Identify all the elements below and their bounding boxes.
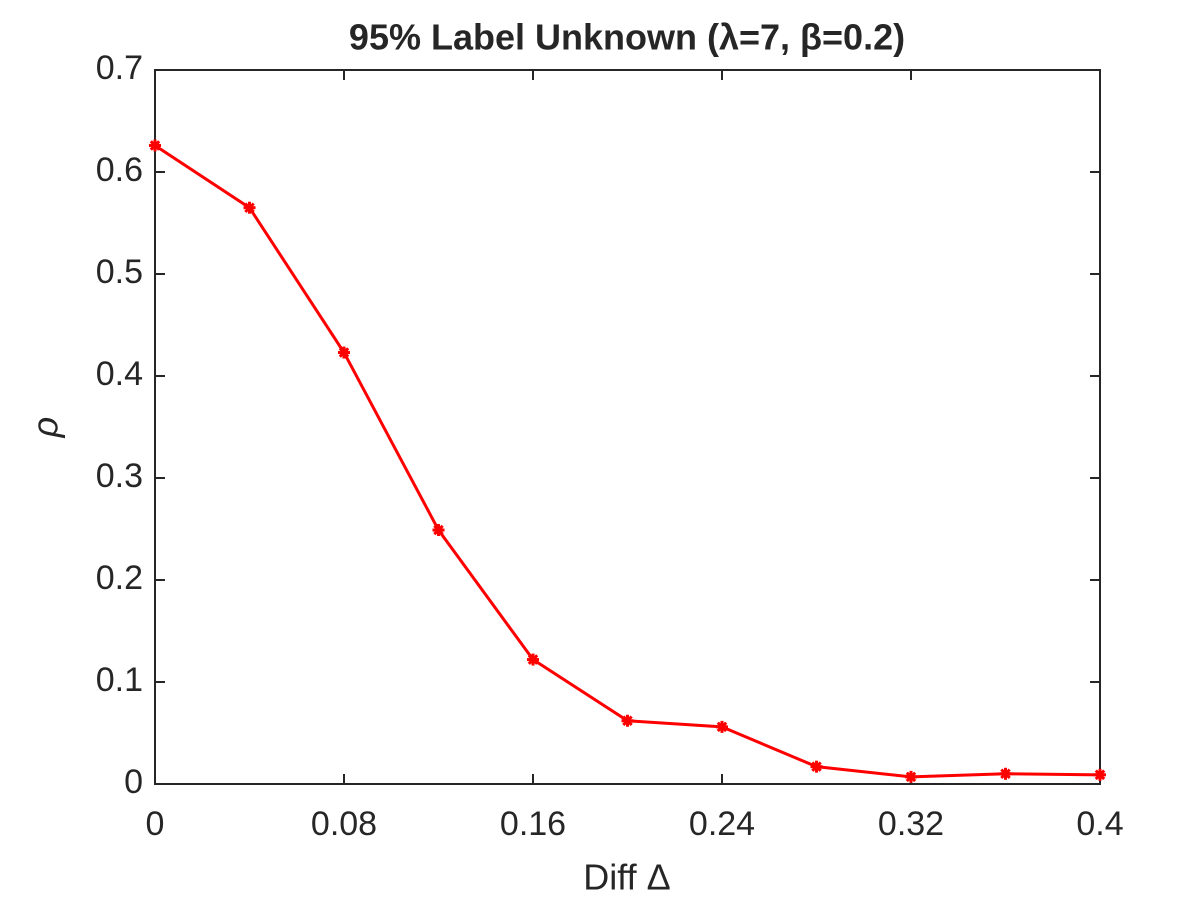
data-point	[527, 653, 539, 666]
y-axis-label: ρ	[25, 417, 66, 439]
data-point	[810, 760, 823, 773]
marker-stroke	[716, 721, 728, 733]
y-tick-label: 0.1	[96, 661, 143, 699]
y-tick-label: 0.7	[96, 49, 143, 87]
data-point	[905, 770, 917, 783]
marker-stroke	[149, 140, 161, 151]
data-point	[243, 201, 256, 214]
x-tick-label: 0	[146, 805, 165, 843]
x-tick-label: 0.24	[689, 805, 755, 843]
data-point	[999, 767, 1012, 780]
marker-stroke	[433, 524, 444, 536]
data-point	[716, 720, 728, 733]
plot-frame	[154, 69, 1101, 785]
data-point	[149, 139, 161, 152]
y-tick-label: 0.4	[96, 355, 143, 393]
x-tick-label: 0.08	[311, 805, 377, 843]
data-point	[621, 714, 634, 727]
x-tick-label: 0.32	[878, 805, 944, 843]
data-point	[432, 524, 445, 537]
y-tick-label: 0.5	[96, 253, 143, 291]
y-tick-label: 0.3	[96, 457, 143, 495]
marker-stroke	[622, 715, 633, 727]
marker-stroke	[905, 771, 917, 783]
marker-stroke	[811, 761, 822, 772]
marker-stroke	[1094, 769, 1106, 781]
x-tick-label: 0.4	[1076, 805, 1123, 843]
marker-stroke	[1000, 768, 1011, 780]
x-axis-label: Diff Δ	[583, 857, 670, 898]
y-tick-label: 0.2	[96, 559, 143, 597]
x-tick-label: 0.16	[500, 805, 566, 843]
y-tick-label: 0	[124, 763, 143, 801]
marker-stroke	[527, 654, 539, 665]
data-point	[1094, 768, 1106, 781]
chart-title: 95% Label Unknown (λ=7, β=0.2)	[349, 17, 905, 58]
marker-stroke	[244, 202, 255, 213]
data-point	[338, 346, 350, 359]
marker-stroke	[338, 347, 350, 358]
y-tick-label: 0.6	[96, 151, 143, 189]
